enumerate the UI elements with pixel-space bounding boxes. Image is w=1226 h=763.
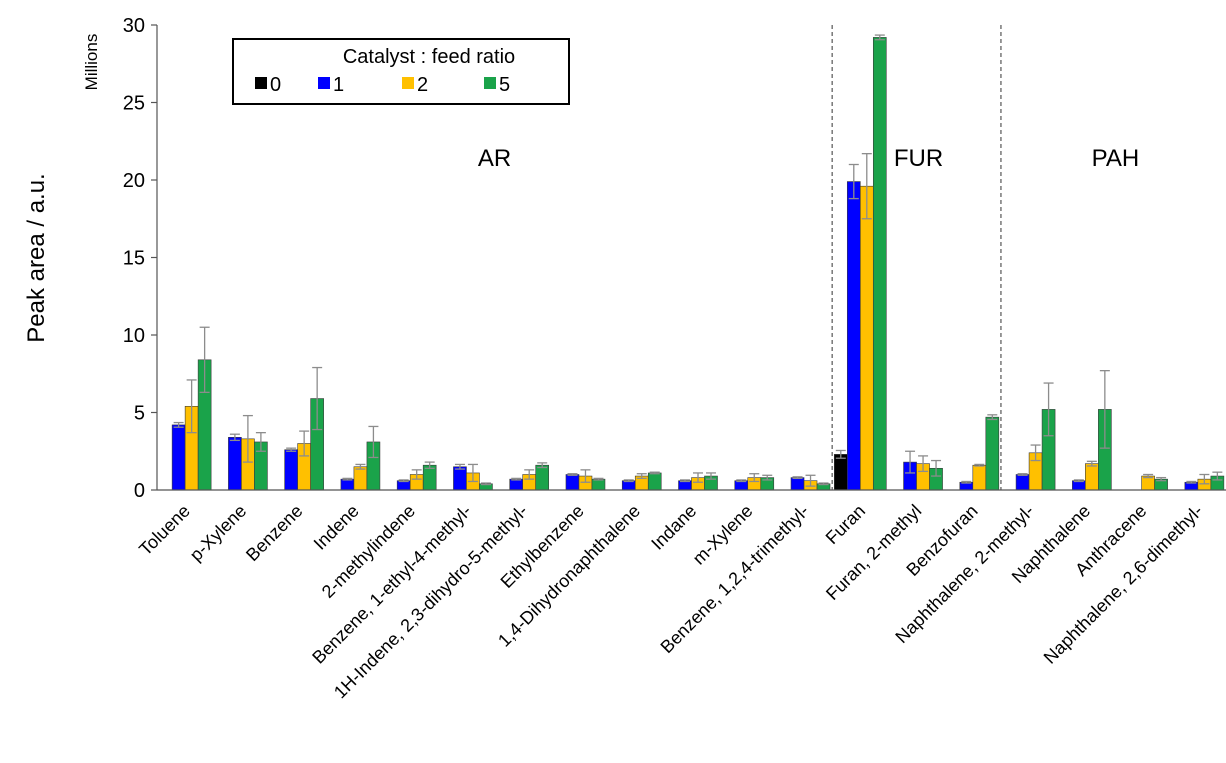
legend-title: Catalyst : feed ratio: [343, 46, 515, 68]
y-tick-label: 15: [123, 248, 145, 270]
bar: [591, 478, 606, 491]
bar: [453, 466, 467, 491]
region-layer: AR FUR PAH: [478, 25, 1139, 490]
y-tick-label: 5: [134, 403, 145, 425]
x-tick-label: Furan, 2-methyl: [822, 501, 925, 604]
x-tick-label: Indane: [647, 501, 700, 554]
bar: [985, 416, 1000, 491]
bar: [833, 454, 848, 491]
y-tick-label: 25: [123, 93, 145, 115]
legend-label: 0: [270, 74, 281, 96]
x-tick-label: p-Xylene: [186, 501, 250, 565]
bar: [859, 185, 874, 491]
legend-label: 1: [333, 74, 344, 96]
y-tick-label: 30: [123, 15, 145, 37]
bar: [171, 424, 186, 491]
y-tick-label: 10: [123, 325, 145, 347]
bar: [872, 37, 887, 491]
bar: [284, 449, 298, 491]
legend-swatch: [484, 77, 496, 89]
bar: [509, 478, 524, 491]
region-label: PAH: [1092, 145, 1140, 172]
legend: Catalyst : feed ratio 0 1 2 5: [232, 38, 570, 105]
bar: [228, 436, 242, 491]
region-label: AR: [478, 145, 511, 172]
y-tick-label: 20: [123, 170, 145, 192]
bar: [565, 474, 580, 491]
y-axis-title: Peak area / a.u.: [23, 173, 50, 342]
bar: [972, 464, 987, 491]
bar: [790, 477, 805, 491]
x-tick-label: Furan: [822, 501, 869, 548]
bar: [1085, 463, 1099, 491]
bar: [846, 181, 861, 491]
y-tick-label: 0: [134, 480, 145, 502]
legend-label: 2: [417, 74, 428, 96]
bars-layer: [171, 34, 1225, 491]
bar: [1015, 474, 1030, 491]
x-tick-label: Indene: [310, 501, 363, 554]
legend-box: [232, 38, 570, 105]
y-ticks-layer: 0 5 10 15 20 25 30: [123, 15, 157, 502]
y-units-label: Millions: [82, 34, 101, 91]
legend-label: 5: [499, 74, 510, 96]
legend-swatch: [255, 77, 267, 89]
bar: [535, 464, 550, 491]
region-label: FUR: [894, 145, 943, 172]
bar: [340, 478, 355, 491]
bar: [353, 466, 368, 491]
bar: [647, 472, 662, 491]
legend-swatch: [318, 77, 330, 89]
x-tick-label: Benzene: [242, 501, 306, 565]
legend-swatch: [402, 77, 414, 89]
